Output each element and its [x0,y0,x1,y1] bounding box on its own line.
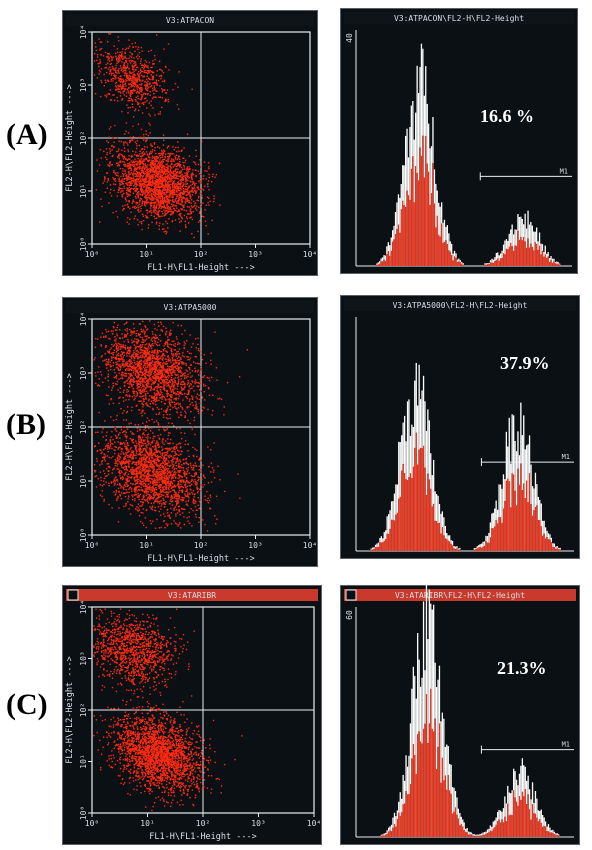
x-tick-label: 10³ [248,541,262,550]
y-axis-label-A: FL2-H\FL2-Height ---> [65,84,75,191]
histogram-bars-inner-C [380,688,560,837]
x-tick-label: 10⁰ [85,250,99,259]
row-label-c: (C) [6,688,48,721]
x-tick-label: 10¹ [139,250,153,259]
histogram-title-B: V3:ATPA5000\FL2-H\FL2-Height [393,301,528,310]
window-menu-icon [345,589,357,601]
x-tick-label: 10³ [251,819,265,828]
histogram-c: V3:ATARIBR\FL2-H\FL2-Height 60 M1 [340,585,580,845]
percent-label-b: 37.9% [500,353,550,373]
dot-plot-b: V3:ATPA5000 10⁰ 10¹ 10² 10³ 10⁴ 10⁰ 10¹ 10² 10³ 10… [62,297,318,567]
row-label-a: (A) [6,118,48,151]
window-menu-icon [67,589,79,601]
dot-plot-titlebar-B [66,301,314,313]
histogram-screen-B [340,295,580,559]
y-tick-label: 10⁴ [79,312,88,326]
y-tick-label: 10¹ [79,474,88,488]
event-dots-A [93,33,221,239]
y-tick-label: 10³ [79,651,88,665]
event-dots-B [93,320,249,532]
x-tick-label: 10² [194,541,208,550]
histogram-titlebar-A [344,12,574,24]
x-tick-label: 10¹ [139,541,153,550]
row-label-b: (B) [6,408,46,441]
histogram-bars-inner-A [376,135,561,266]
x-tick-label: 10² [194,250,208,259]
dot-plot-a: V3:ATPACON 10⁰ 10¹ 10² 10³ 10⁴ 10⁰ 10¹ 10² 10³ 10⁴… [62,10,318,276]
dot-plot-titlebar-C [66,589,318,601]
dot-plot-c: V3:ATARIBR 10⁰ 10¹ 10² 10³ 10⁴ 10⁰ 10¹ 10² 10³ 10⁴… [62,585,322,845]
histogram-bars-inner-B [370,432,561,551]
x-tick-label: 10³ [248,250,262,259]
y-axis-label-C: FL2-H\FL2-Height ---> [65,656,75,763]
histogram-screen-C [340,585,580,845]
y-tick-label: 10³ [79,366,88,380]
histogram-titlebar-B [344,299,576,311]
histogram-y-max-label: 40 [345,33,354,43]
histogram-b: V3:ATPA5000\FL2-H\FL2-Height M1 [340,295,580,559]
y-tick-label: 10⁰ [79,237,88,251]
dot-plot-title-A: V3:ATPACON [166,16,214,25]
x-tick-label: 10⁰ [85,819,99,828]
event-dots-C [93,608,243,812]
dot-plot-screen-C [62,585,322,845]
histogram-title-A: V3:ATPACON\FL2-H\FL2-Height [394,14,524,23]
x-axis-label-B: FL1-H\FL1-Height ---> [147,554,254,564]
x-tick-label: 10¹ [140,819,154,828]
x-tick-label: 10⁴ [303,250,317,259]
dot-plot-screen-A [62,10,318,276]
x-tick-label: 10⁰ [85,541,99,550]
histogram-a: V3:ATPACON\FL2-H\FL2-Height 40 M1 [340,8,578,274]
marker-m1-label: M1 [562,741,570,749]
marker-m1-label: M1 [560,167,568,175]
histogram-y-max-label: 60 [345,610,354,620]
dot-plot-titlebar-A [66,14,314,26]
y-tick-label: 10¹ [79,184,88,198]
histogram-screen-A [340,8,578,274]
marker-m1-label: M1 [562,453,570,461]
y-tick-label: 10⁴ [79,600,88,614]
dot-plot-title-C: V3:ATARIBR [168,591,216,600]
histogram-title-C: V3:ATARIBR\FL2-H\FL2-Height [395,591,525,600]
histogram-titlebar-C [344,589,576,601]
x-axis-label-C: FL1-H\FL1-Height ---> [149,832,256,842]
x-tick-label: 10⁴ [303,541,317,550]
percent-label-a: 16.6 % [480,106,534,126]
y-tick-label: 10⁰ [79,806,88,820]
y-tick-label: 10² [79,131,88,145]
y-tick-label: 10¹ [79,754,88,768]
y-tick-label: 10² [79,703,88,717]
y-axis-label-B: FL2-H\FL2-Height ---> [65,373,75,480]
dot-plot-screen-B [62,297,318,567]
x-tick-label: 10² [196,819,210,828]
dot-plot-title-B: V3:ATPA5000 [164,303,217,312]
percent-label-c: 21.3% [497,658,547,678]
x-axis-label-A: FL1-H\FL1-Height ---> [147,263,254,273]
y-tick-label: 10⁰ [79,528,88,542]
y-tick-label: 10² [79,420,88,434]
x-tick-label: 10⁴ [307,819,321,828]
y-tick-label: 10⁴ [79,25,88,39]
y-tick-label: 10³ [79,78,88,92]
